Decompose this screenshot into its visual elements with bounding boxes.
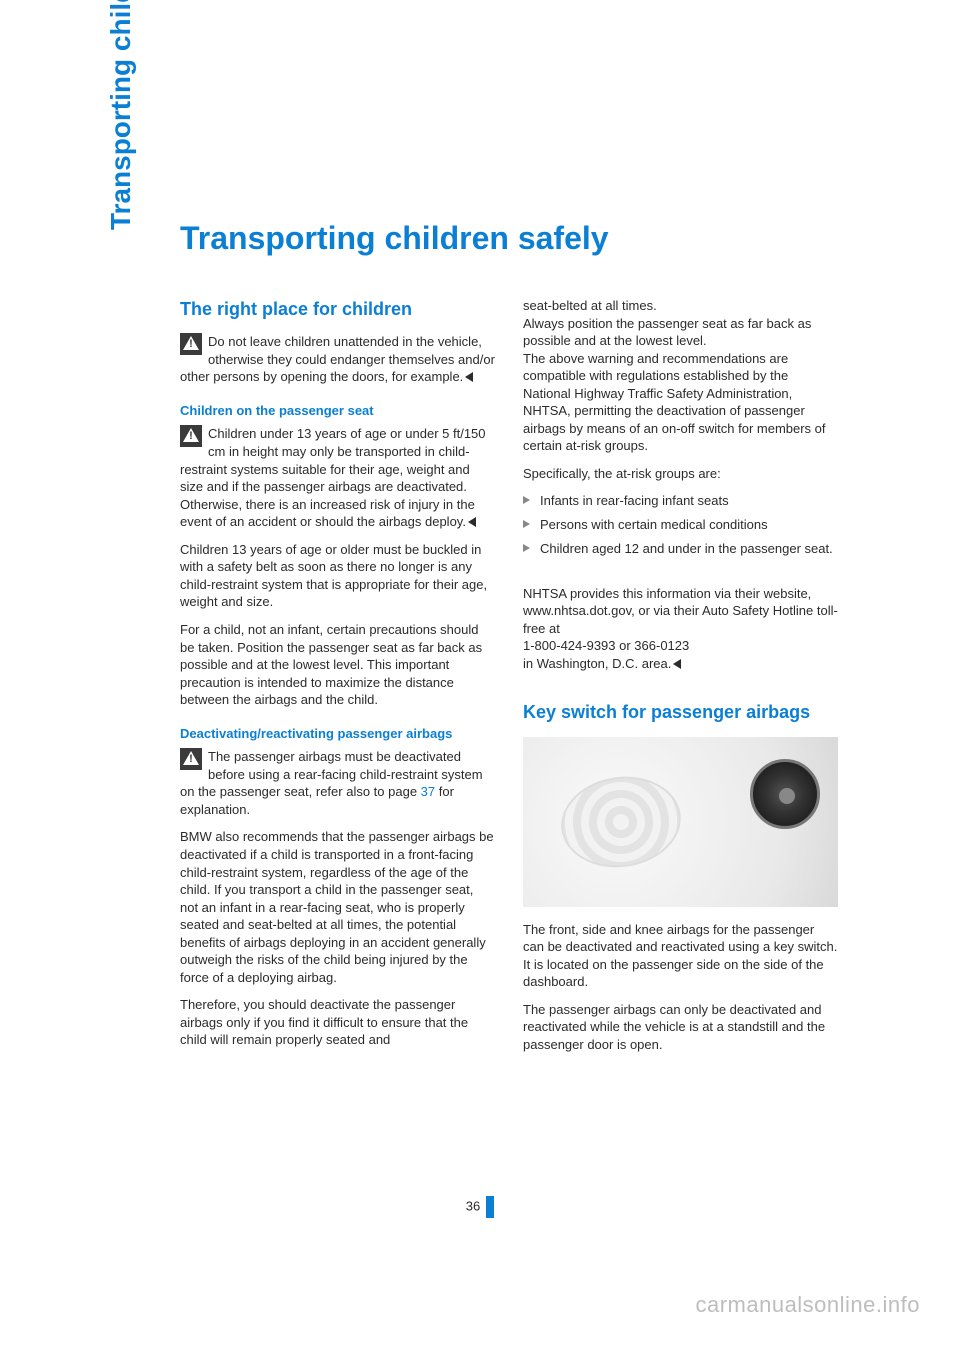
end-mark-icon [673, 659, 681, 669]
air-vent-graphic [555, 769, 686, 875]
triangle-bullet-icon [523, 520, 530, 528]
body-text: The passenger airbags can only be deacti… [523, 1001, 838, 1054]
warning-block: Do not leave children unattended in the … [180, 333, 495, 386]
watermark: carmanualsonline.info [695, 1292, 920, 1318]
list-item: Infants in rear-facing infant seats [523, 492, 838, 510]
page-number-value: 36 [466, 1198, 480, 1213]
list-item: Persons with certain medical conditions [523, 516, 838, 534]
body-text: BMW also recommends that the passenger a… [180, 828, 495, 986]
warning-icon [180, 333, 202, 355]
page-reference-link[interactable]: 37 [421, 784, 435, 799]
list-item: Children aged 12 and under in the passen… [523, 540, 838, 558]
subsection-heading: Children on the passenger seat [180, 402, 495, 420]
left-column: The right place for children Do not leav… [180, 297, 495, 1064]
content-columns: The right place for children Do not leav… [180, 297, 900, 1064]
bullet-list: Infants in rear-facing infant seats Pers… [523, 492, 838, 557]
triangle-bullet-icon [523, 496, 530, 504]
triangle-bullet-icon [523, 544, 530, 552]
key-switch-figure [523, 737, 838, 907]
body-text: The above warning and recommendations ar… [523, 350, 838, 455]
end-mark-icon [468, 517, 476, 527]
body-text: Always position the passenger seat as fa… [523, 315, 838, 350]
body-text: Specifically, the at-risk groups are: [523, 465, 838, 483]
key-switch-dial-graphic [750, 759, 820, 829]
body-text: Children 13 years of age or older must b… [180, 541, 495, 611]
list-item-text: Children aged 12 and under in the passen… [540, 540, 833, 558]
warning-text: Do not leave children unattended in the … [180, 334, 495, 384]
side-tab-label: Transporting children safely [105, 0, 137, 230]
list-item-text: Infants in rear-facing infant seats [540, 492, 729, 510]
warning-icon [180, 425, 202, 447]
body-text: The front, side and knee airbags for the… [523, 921, 838, 991]
body-text: NHTSA provides this information via thei… [523, 567, 838, 672]
warning-text: Children under 13 years of age or under … [180, 426, 486, 529]
page-number: 36 [0, 1196, 960, 1218]
body-text: For a child, not an infant, certain prec… [180, 621, 495, 709]
page-title: Transporting children safely [180, 220, 900, 257]
end-mark-icon [465, 372, 473, 382]
page-number-bar [486, 1196, 494, 1218]
warning-icon [180, 748, 202, 770]
body-text: Therefore, you should deactivate the pas… [180, 996, 495, 1049]
body-text: seat-belted at all times. [523, 297, 838, 315]
section-heading: The right place for children [180, 297, 495, 321]
page: Transporting children safely Transportin… [0, 0, 960, 1358]
list-item-text: Persons with certain medical conditions [540, 516, 768, 534]
section-heading: Key switch for passenger airbags [523, 700, 838, 724]
subsection-heading: Deactivating/reactivating passenger airb… [180, 725, 495, 743]
right-column: seat-belted at all times. Always positio… [523, 297, 838, 1064]
warning-block: The passenger airbags must be deactivate… [180, 748, 495, 818]
warning-block: Children under 13 years of age or under … [180, 425, 495, 530]
